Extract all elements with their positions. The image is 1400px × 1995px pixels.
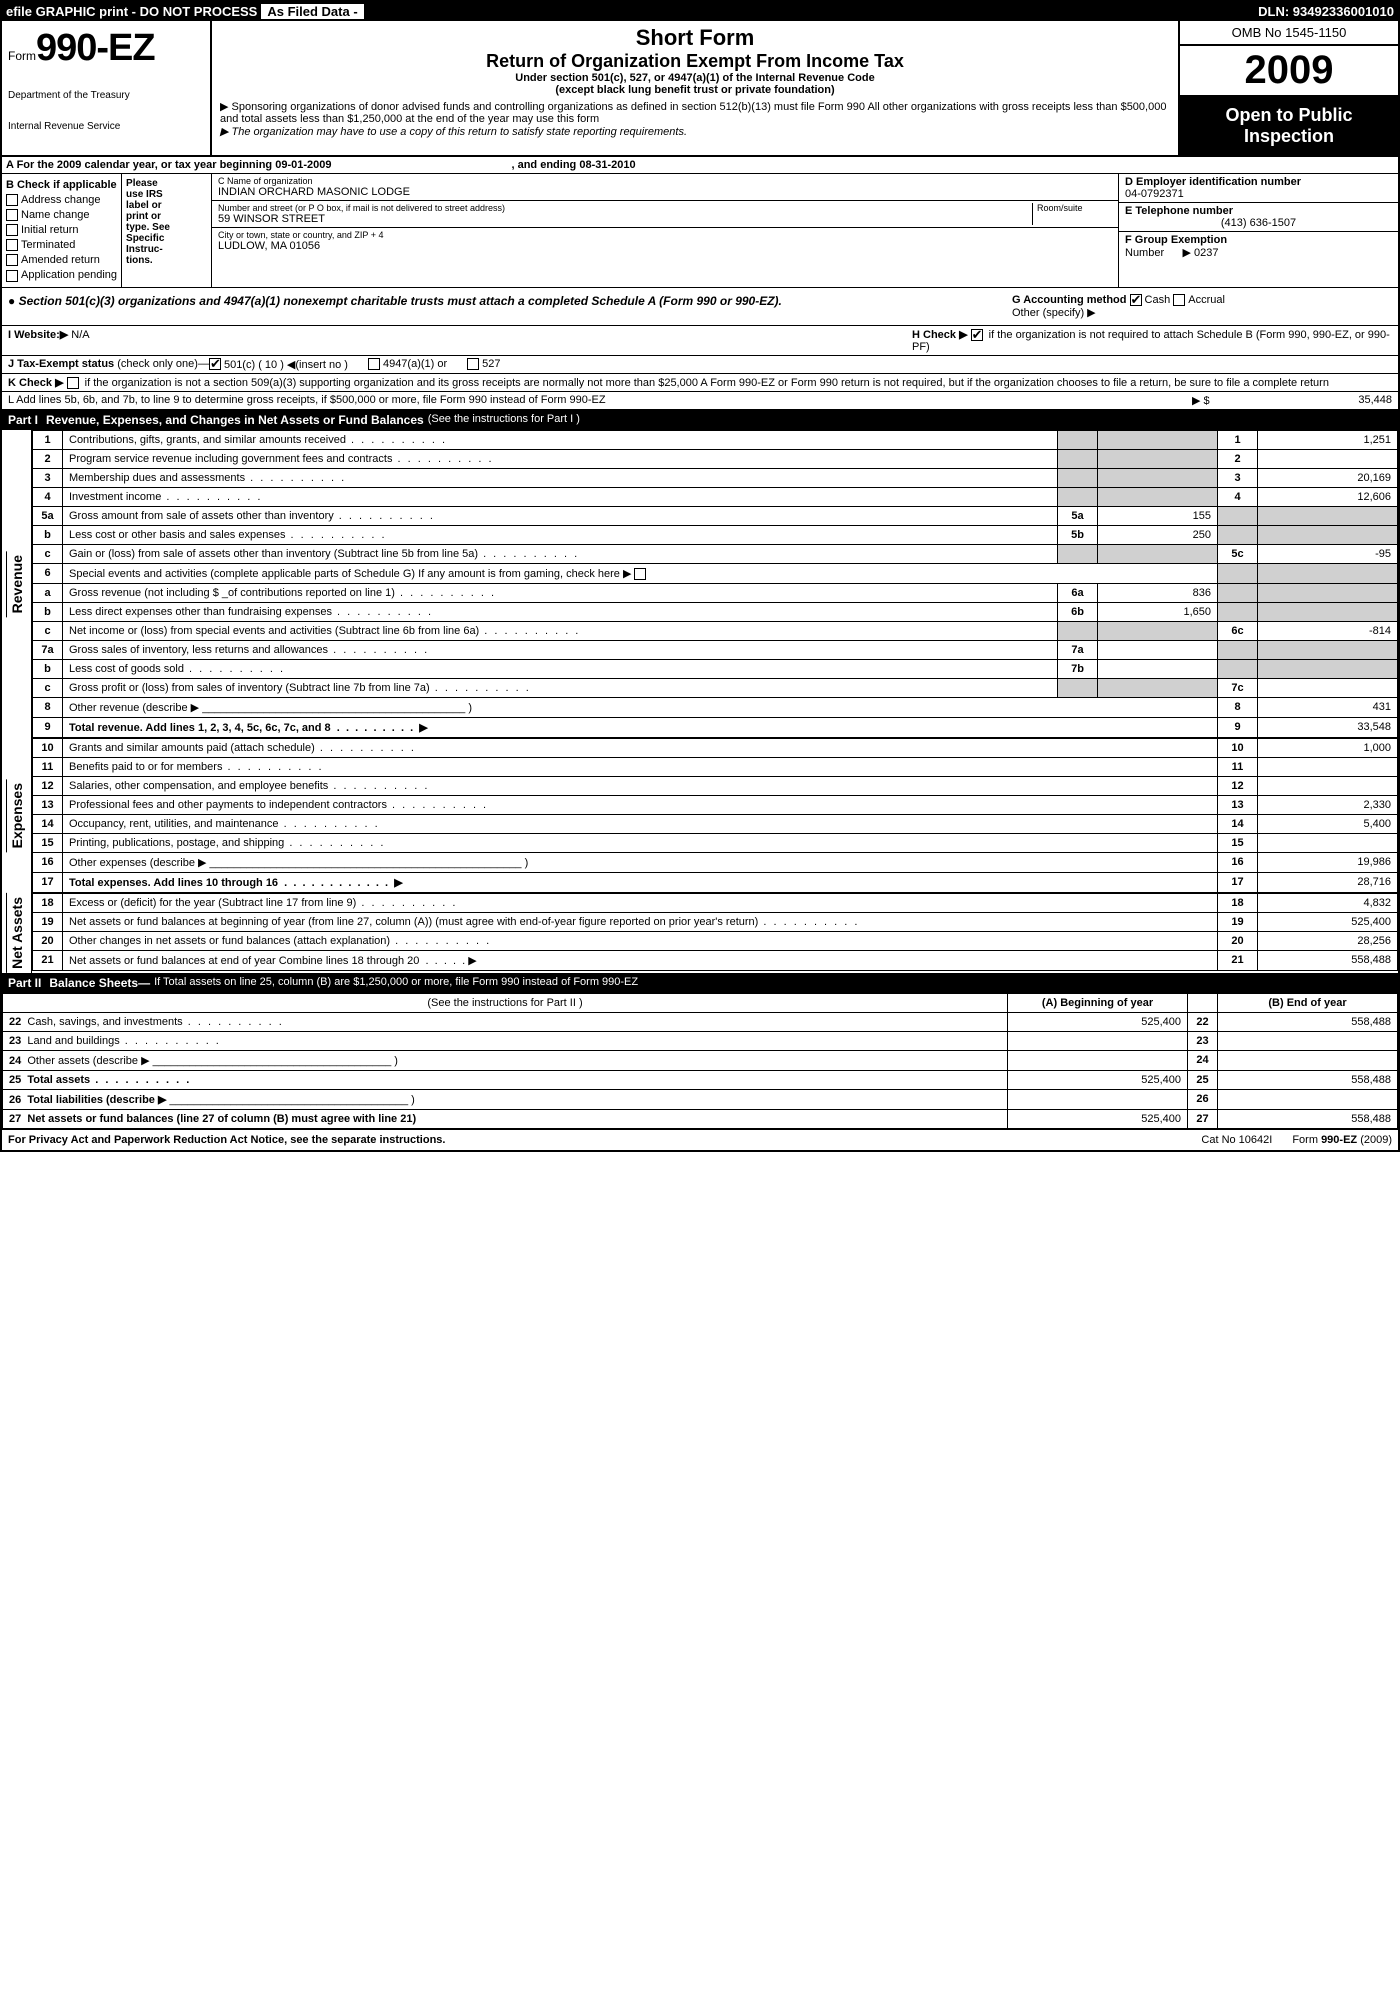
tax-year: 2009 (1180, 46, 1398, 97)
org-city: LUDLOW, MA 01056 (218, 240, 1112, 252)
header-mid: Short Form Return of Organization Exempt… (212, 21, 1178, 155)
ein-value: 04-0792371 (1125, 188, 1392, 200)
boxes-d-e-f: D Employer identification number 04-0792… (1118, 174, 1398, 287)
part-2-header: Part II Balance Sheets— If Total assets … (2, 973, 1398, 993)
dept-irs: Internal Revenue Service (8, 121, 204, 132)
form-990ez-page: efile GRAPHIC print - DO NOT PROCESS As … (0, 0, 1400, 1152)
please-use-label: Please use IRS label or print or type. S… (121, 174, 181, 287)
balance-sheet-table: (See the instructions for Part II ) (A) … (2, 993, 1398, 1129)
chk-accrual[interactable] (1173, 294, 1185, 306)
efile-top-bar: efile GRAPHIC print - DO NOT PROCESS As … (2, 2, 1398, 21)
addr-label: Number and street (or P O box, if mail i… (218, 203, 1032, 213)
subtitle-except: (except black lung benefit trust or priv… (220, 84, 1170, 96)
chk-k (67, 377, 79, 389)
title-short-form: Short Form (220, 25, 1170, 51)
header-left: Form990-EZ Department of the Treasury In… (2, 21, 212, 155)
netassets-side-label: Net Assets (6, 893, 27, 973)
chk-527[interactable] (467, 358, 479, 370)
org-street: 59 WINSOR STREET (218, 213, 1032, 225)
expenses-side-label: Expenses (6, 779, 27, 852)
box-b: B Check if applicable Address change Nam… (2, 174, 212, 287)
expenses-table: 10Grants and similar amounts paid (attac… (32, 738, 1398, 893)
header-notes: ▶ Sponsoring organizations of donor advi… (220, 100, 1170, 138)
section-501c3: ● Section 501(c)(3) organizations and 49… (2, 288, 1398, 326)
netassets-table: 18Excess or (deficit) for the year (Subt… (32, 893, 1398, 971)
box-l: L Add lines 5b, 6b, and 7b, to line 9 to… (2, 392, 1398, 410)
part-1-header: Part I Revenue, Expenses, and Changes in… (2, 410, 1398, 430)
form-ref: Form 990-EZ (2009) (1292, 1134, 1392, 1146)
box-k: K Check ▶ if the organization is not a s… (2, 374, 1398, 392)
header-right: OMB No 1545-1150 2009 Open to Public Ins… (1178, 21, 1398, 155)
chk-gaming[interactable] (634, 568, 646, 580)
title-return: Return of Organization Exempt From Incom… (220, 51, 1170, 72)
note-state: ▶ The organization may have to use a cop… (220, 125, 1170, 138)
chk-501c[interactable] (209, 358, 221, 370)
form-number: 990-EZ (36, 27, 155, 69)
subtitle-section: Under section 501(c), 527, or 4947(a)(1)… (220, 72, 1170, 84)
box-i-h: I Website:▶ N/A H Check ▶ if the organiz… (2, 326, 1398, 356)
ein-label: D Employer identification number (1125, 176, 1392, 188)
chk-name[interactable]: Name change (6, 209, 117, 221)
chk-4947[interactable] (368, 358, 380, 370)
phone-value: (413) 636-1507 (1125, 217, 1392, 229)
col-a-header: (A) Beginning of year (1008, 993, 1188, 1012)
sec501-text: ● Section 501(c)(3) organizations and 49… (8, 294, 1012, 319)
dept-treasury: Department of the Treasury (8, 90, 204, 101)
note-sponsoring: ▶ Sponsoring organizations of donor advi… (220, 100, 1170, 125)
gross-receipts: 35,448 (1252, 394, 1392, 407)
chk-terminated[interactable]: Terminated (6, 239, 117, 251)
omb-number: OMB No 1545-1150 (1180, 21, 1398, 46)
chk-pending[interactable]: Application pending (6, 269, 117, 281)
revenue-side-label: Revenue (6, 551, 27, 617)
chk-initial[interactable]: Initial return (6, 224, 117, 236)
as-filed-label: As Filed Data - (261, 4, 363, 19)
room-label: Room/suite (1037, 203, 1112, 213)
col-b-header: (B) End of year (1218, 993, 1398, 1012)
form-prefix: Form (8, 49, 36, 63)
cat-no: Cat No 10642I (1201, 1134, 1272, 1146)
chk-cash[interactable] (1130, 294, 1142, 306)
chk-h[interactable] (971, 329, 983, 341)
group-exempt-label: F Group Exemption (1125, 234, 1227, 246)
privacy-notice: For Privacy Act and Paperwork Reduction … (8, 1134, 1181, 1146)
box-c: C Name of organization INDIAN ORCHARD MA… (212, 174, 1118, 287)
box-b-title: B Check if applicable (6, 179, 117, 191)
chk-address[interactable]: Address change (6, 194, 117, 206)
group-exempt-value: ▶ 0237 (1182, 247, 1218, 259)
page-footer: For Privacy Act and Paperwork Reduction … (2, 1129, 1398, 1150)
efile-label: efile GRAPHIC print - DO NOT PROCESS (6, 4, 257, 19)
chk-amended[interactable]: Amended return (6, 254, 117, 266)
box-g: G Accounting method Cash Accrual Other (… (1012, 294, 1392, 319)
expenses-section: Expenses 10Grants and similar amounts pa… (2, 738, 1398, 893)
org-name-label: C Name of organization (218, 176, 1112, 186)
box-j: J Tax-Exempt status (check only one)— 50… (2, 356, 1398, 374)
org-name: INDIAN ORCHARD MASONIC LODGE (218, 186, 1112, 198)
netassets-section: Net Assets 18Excess or (deficit) for the… (2, 893, 1398, 973)
form-header: Form990-EZ Department of the Treasury In… (2, 21, 1398, 157)
revenue-table: 1Contributions, gifts, grants, and simil… (32, 430, 1398, 738)
revenue-section: Revenue 1Contributions, gifts, grants, a… (2, 430, 1398, 738)
info-grid: B Check if applicable Address change Nam… (2, 174, 1398, 288)
city-label: City or town, state or country, and ZIP … (218, 230, 1112, 240)
section-a-taxyear: A For the 2009 calendar year, or tax yea… (2, 157, 1398, 174)
dln-label: DLN: 93492336001010 (1258, 4, 1394, 19)
open-public: Open to Public Inspection (1180, 97, 1398, 155)
website-label: I Website:▶ (8, 329, 68, 341)
phone-label: E Telephone number (1125, 205, 1392, 217)
website-value: N/A (71, 329, 89, 341)
